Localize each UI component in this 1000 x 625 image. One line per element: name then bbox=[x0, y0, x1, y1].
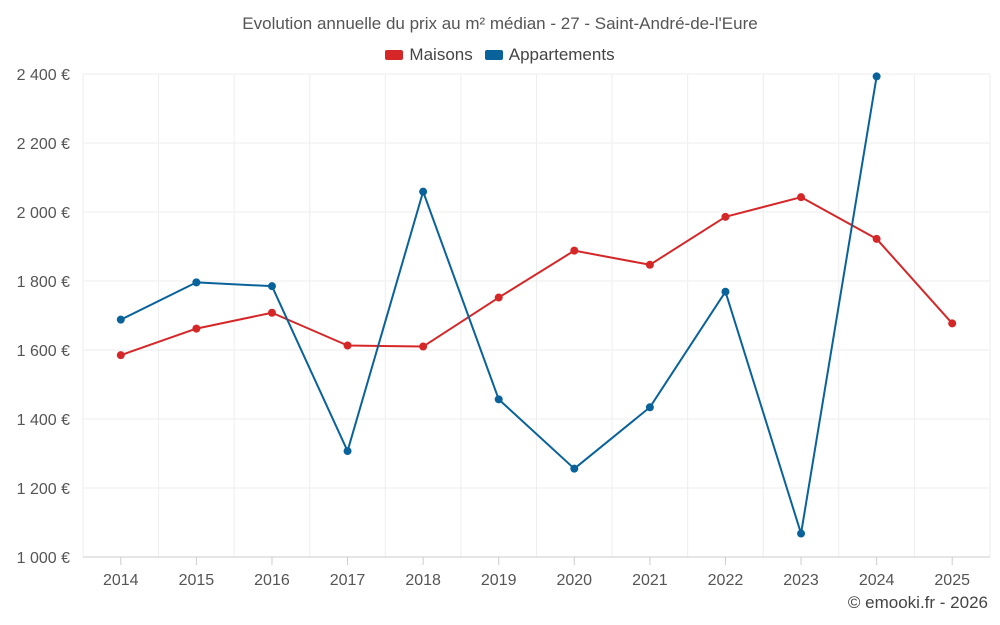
x-tick-label: 2025 bbox=[934, 572, 970, 589]
legend-swatch-maisons bbox=[385, 50, 404, 60]
x-tick-label: 2020 bbox=[556, 572, 592, 589]
y-tick-label: 1 800 € bbox=[17, 274, 70, 291]
data-point-maisons bbox=[872, 234, 881, 243]
data-point-maisons bbox=[419, 342, 428, 351]
data-point-maisons bbox=[721, 212, 730, 221]
data-point-appartementss bbox=[343, 447, 352, 456]
data-point-maisons bbox=[570, 246, 579, 255]
axes: 1 000 € 1 200 € 1 400 € 1 600 € 1 800 € 2 000… bbox=[17, 67, 990, 589]
data-point-maisons bbox=[192, 324, 201, 333]
legend-label-appartements: Appartements bbox=[508, 45, 615, 64]
x-tick-label: 2019 bbox=[481, 572, 517, 589]
y-tick-label: 2 400 € bbox=[17, 67, 70, 84]
series-lines bbox=[116, 72, 957, 538]
data-point-appartementss bbox=[192, 278, 201, 287]
x-tick-label: 2021 bbox=[632, 572, 668, 589]
y-tick-label: 1 400 € bbox=[17, 412, 70, 429]
x-tick-label: 2014 bbox=[103, 572, 139, 589]
x-tick-label: 2023 bbox=[783, 572, 819, 589]
data-point-maisons bbox=[797, 193, 806, 202]
y-tick-label: 1 600 € bbox=[17, 343, 70, 360]
data-point-appartementss bbox=[872, 72, 881, 81]
data-point-appartementss bbox=[116, 315, 125, 324]
data-point-maisons bbox=[343, 341, 352, 350]
legend-swatch-appartements bbox=[484, 50, 503, 60]
legend: Maisons Appartements bbox=[0, 45, 1000, 65]
data-point-appartementss bbox=[419, 187, 428, 196]
data-point-maisons bbox=[494, 293, 503, 302]
data-point-appartementss bbox=[797, 529, 806, 538]
data-point-appartementss bbox=[721, 287, 730, 296]
x-tick-label: 2022 bbox=[708, 572, 744, 589]
legend-item-appartements[interactable]: Appartements bbox=[484, 45, 615, 65]
chart-title: Evolution annuelle du prix au m² médian … bbox=[242, 14, 758, 33]
data-point-appartementss bbox=[494, 395, 503, 404]
x-tick-label: 2018 bbox=[405, 572, 441, 589]
x-tick-label: 2017 bbox=[330, 572, 366, 589]
data-point-appartementss bbox=[267, 282, 276, 291]
x-tick-label: 2016 bbox=[254, 572, 290, 589]
legend-label-maisons: Maisons bbox=[409, 45, 473, 64]
x-tick-label: 2024 bbox=[859, 572, 895, 589]
data-point-appartementss bbox=[645, 403, 654, 412]
x-tick-label: 2015 bbox=[179, 572, 215, 589]
copyright-credit: © emooki.fr - 2026 bbox=[847, 593, 988, 612]
data-point-maisons bbox=[116, 351, 125, 360]
gridlines bbox=[82, 73, 991, 558]
y-tick-label: 1 200 € bbox=[17, 481, 70, 498]
data-point-appartementss bbox=[570, 464, 579, 473]
y-tick-label: 2 200 € bbox=[17, 136, 70, 153]
data-point-maisons bbox=[948, 319, 957, 328]
y-tick-label: 2 000 € bbox=[17, 205, 70, 222]
data-point-maisons bbox=[267, 308, 276, 317]
data-point-maisons bbox=[645, 260, 654, 269]
series-line-maisons bbox=[120, 196, 953, 357]
legend-item-maisons[interactable]: Maisons bbox=[385, 45, 473, 65]
y-tick-label: 1 000 € bbox=[17, 550, 70, 567]
